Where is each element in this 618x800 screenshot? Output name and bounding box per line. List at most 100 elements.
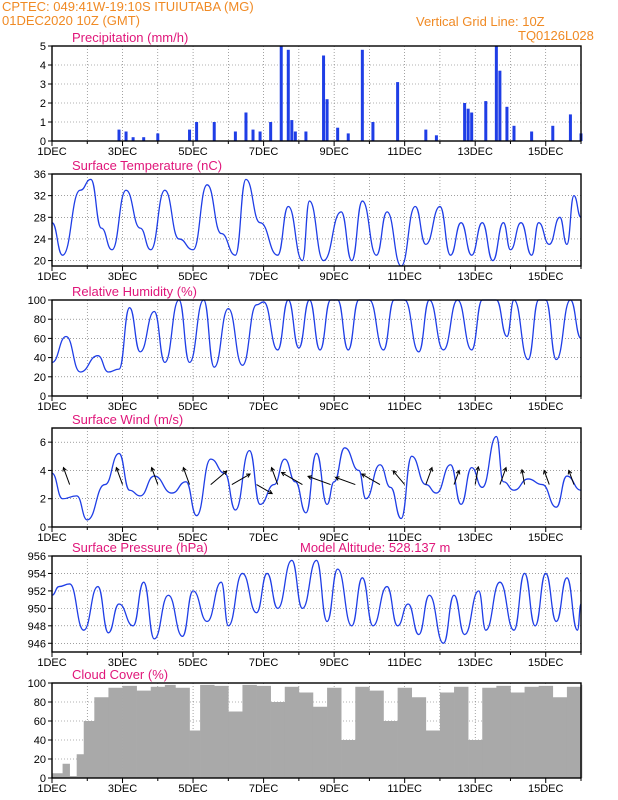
wind-arrow: [567, 469, 575, 485]
y-tick-label: 60: [34, 333, 46, 345]
wind-arrow: [392, 469, 406, 485]
plot-frame: [51, 45, 582, 142]
wind-arrow: [115, 466, 124, 485]
cloud-bar: [538, 685, 554, 778]
precip-bar: [396, 82, 400, 141]
panel-title: Surface Wind (m/s): [72, 412, 183, 427]
header-grid-line: Vertical Grid Line: 10Z: [416, 14, 545, 29]
cloud-bar: [369, 690, 384, 778]
x-tick-label: 7DEC: [249, 657, 278, 669]
y-tick-label: 948: [28, 621, 46, 633]
cloud-bar: [83, 721, 95, 778]
x-tick-label: 3DEC: [108, 271, 137, 283]
y-tick-label: 32: [34, 191, 46, 203]
cloud-bar: [454, 686, 469, 778]
wind-series-line: [51, 435, 582, 521]
wind-arrow: [210, 470, 228, 485]
x-tick-label: 1DEC: [37, 271, 66, 283]
y-tick-label: 20: [34, 256, 46, 268]
precip-bar: [290, 120, 294, 141]
wind-arrow: [256, 484, 274, 495]
precip-bar: [293, 131, 297, 141]
precip-bar: [498, 70, 502, 141]
x-tick-label: 11DEC: [387, 271, 422, 283]
cloud-bar: [355, 686, 370, 778]
precip-bar: [131, 137, 135, 141]
x-tick-label: 1DEC: [37, 532, 66, 544]
wind-arrow: [334, 476, 356, 486]
wind-arrow: [182, 466, 191, 485]
precip-bar: [286, 49, 290, 141]
precip-bar: [269, 122, 273, 141]
x-tick-label: 13DEC: [457, 532, 493, 544]
cloud-bar: [69, 776, 77, 778]
x-tick-label: 13DEC: [457, 271, 493, 283]
x-tick-label: 15DEC: [528, 657, 564, 669]
y-tick-label: 100: [28, 678, 46, 690]
x-tick-label: 7DEC: [249, 532, 278, 544]
wind-arrow: [499, 466, 508, 485]
x-tick-label: 9DEC: [319, 146, 348, 158]
x-tick-label: 1DEC: [37, 146, 66, 158]
cloud-bar: [327, 687, 342, 778]
precip-bar: [244, 112, 248, 141]
y-tick-label: 3: [40, 79, 46, 91]
precip-bar: [279, 46, 283, 141]
x-tick-label: 15DEC: [528, 532, 564, 544]
cloud-bar: [214, 685, 229, 778]
cloud-bar: [496, 685, 511, 778]
x-tick-label: 5DEC: [178, 657, 207, 669]
cloud-bar: [552, 697, 568, 778]
precip-bar: [530, 131, 534, 141]
cloud-bar: [108, 687, 123, 778]
x-tick-label: 5DEC: [178, 532, 207, 544]
cloud-bar: [228, 711, 243, 778]
precip-bar: [325, 99, 329, 141]
y-tick-label: 5: [40, 41, 46, 53]
y-tick-label: 28: [34, 212, 46, 224]
x-tick-label: 9DEC: [319, 271, 348, 283]
cloud-bar: [242, 684, 257, 778]
x-tick-label: 13DEC: [457, 657, 493, 669]
precip-bar: [512, 125, 516, 141]
x-tick-label: 7DEC: [249, 146, 278, 158]
y-tick-label: 0: [40, 773, 46, 785]
x-tick-label: 9DEC: [319, 657, 348, 669]
x-tick-label: 7DEC: [249, 783, 278, 795]
x-tick-label: 3DEC: [108, 783, 137, 795]
wind-arrow: [425, 466, 434, 485]
y-tick-label: 6: [40, 437, 46, 449]
x-tick-label: 11DEC: [387, 146, 422, 158]
cloud-bar: [411, 697, 427, 778]
y-tick-label: 1: [40, 117, 46, 129]
x-tick-label: 3DEC: [108, 532, 137, 544]
x-tick-label: 1DEC: [37, 783, 66, 795]
y-tick-label: 24: [34, 234, 46, 246]
y-tick-label: 100: [28, 295, 46, 307]
cloud-bar: [468, 740, 483, 778]
wind-arrow: [453, 469, 461, 485]
plot-frame: [51, 555, 582, 653]
x-tick-label: 15DEC: [528, 401, 564, 413]
cloud-bar: [383, 721, 398, 778]
wind-arrow: [280, 472, 303, 486]
y-tick-label: 40: [34, 353, 46, 365]
precip-bar: [156, 133, 160, 141]
rh-series-line: [51, 299, 582, 373]
cloud-bar: [439, 692, 455, 778]
precip-bar: [434, 135, 438, 141]
cloud-bar: [566, 686, 582, 778]
cloud-bar: [94, 697, 109, 778]
cloud-bar: [270, 702, 286, 778]
precip-bar: [484, 101, 488, 141]
y-tick-label: 20: [34, 372, 46, 384]
precip-bar: [195, 122, 199, 141]
precip-bar: [212, 122, 216, 141]
x-tick-label: 5DEC: [178, 401, 207, 413]
panel-title: Relative Humidity (%): [72, 284, 197, 299]
cloud-bar: [150, 686, 166, 778]
plot-frame: [51, 427, 582, 528]
y-tick-label: 36: [34, 169, 46, 181]
precip-bar: [371, 122, 375, 141]
